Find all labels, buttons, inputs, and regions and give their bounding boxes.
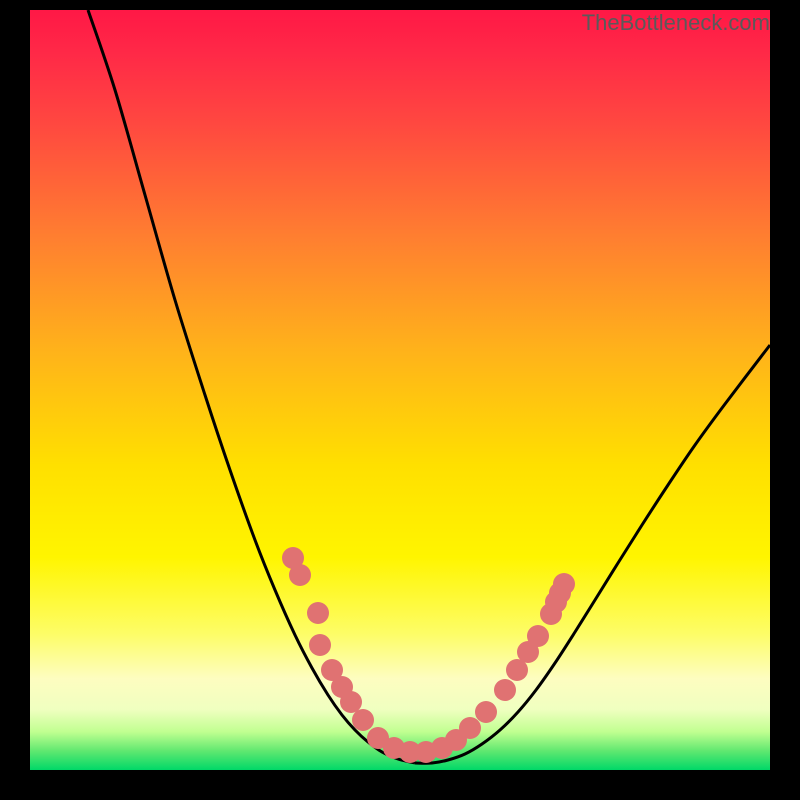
left-curve xyxy=(88,10,415,763)
right-curve xyxy=(415,345,770,763)
data-marker xyxy=(459,717,481,739)
data-marker xyxy=(352,709,374,731)
data-markers xyxy=(282,547,575,763)
data-marker xyxy=(309,634,331,656)
data-marker xyxy=(289,564,311,586)
data-marker xyxy=(527,625,549,647)
data-marker xyxy=(475,701,497,723)
data-marker xyxy=(494,679,516,701)
bottleneck-chart: TheBottleneck.com xyxy=(0,0,800,800)
curve-layer xyxy=(0,0,800,800)
data-marker xyxy=(340,691,362,713)
data-marker xyxy=(307,602,329,624)
data-marker xyxy=(553,573,575,595)
